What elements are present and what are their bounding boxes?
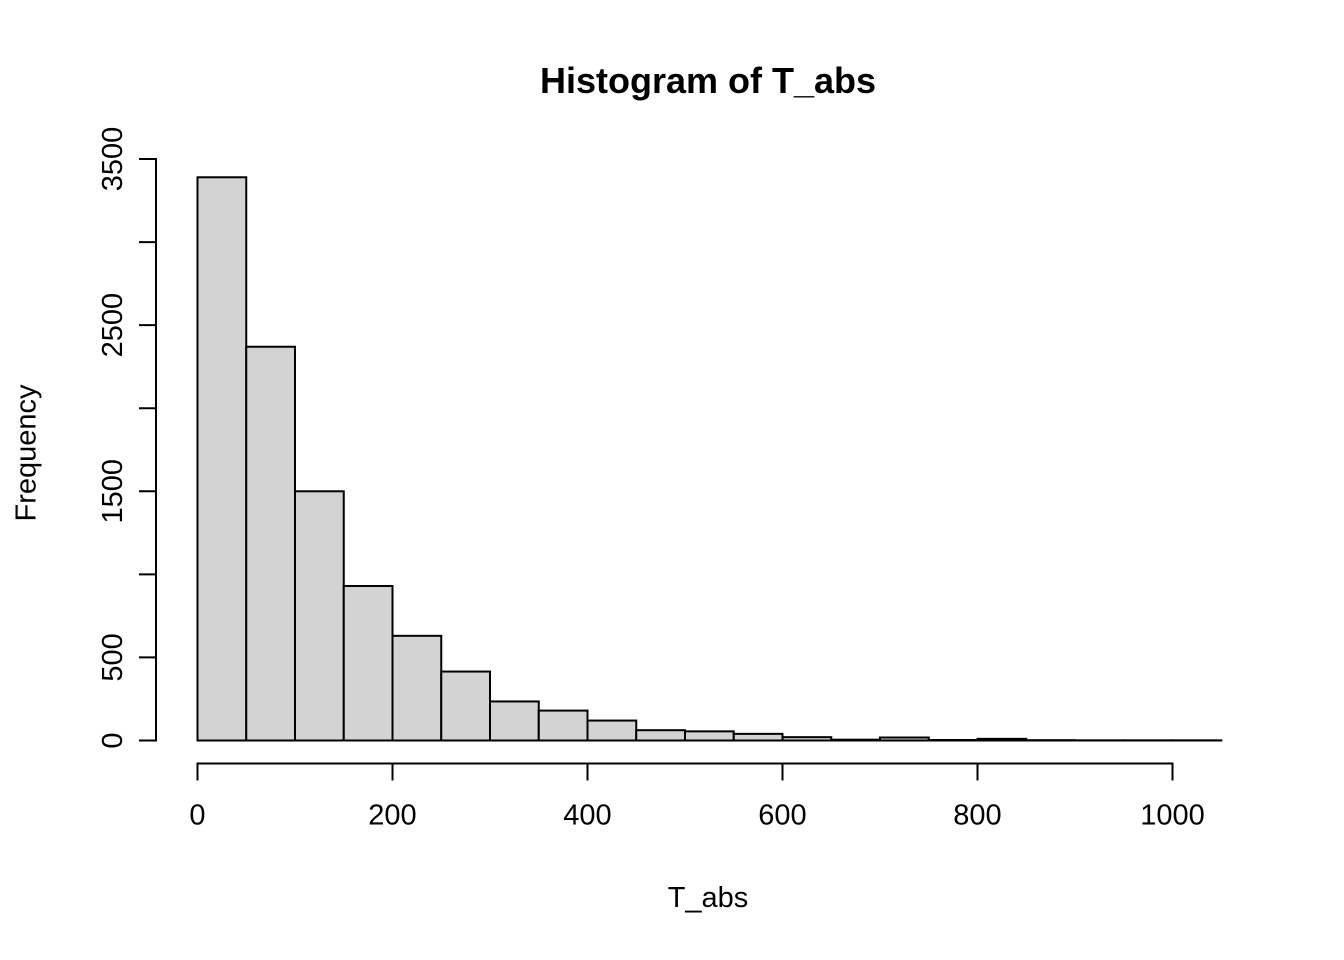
x-axis-title: T_abs: [667, 882, 749, 914]
histogram-bar: [245, 345, 296, 742]
histogram-bar: [342, 584, 394, 742]
x-tick-label: 0: [189, 800, 205, 832]
x-tick-label: 800: [953, 800, 1001, 832]
histogram-bar: [391, 634, 443, 742]
histogram-bar: [489, 700, 540, 742]
histogram-bar: [684, 730, 735, 742]
x-tick-label: 600: [758, 800, 806, 832]
y-tick-label: 3500: [97, 127, 129, 192]
histogram-bar: [440, 670, 491, 742]
histogram-bar: [635, 729, 686, 742]
chart-title: Histogram of T_abs: [539, 60, 877, 101]
y-tick-label: 0: [97, 732, 129, 748]
x-tick-label: 1000: [1140, 800, 1205, 832]
y-tick-label: 1500: [97, 459, 129, 524]
y-tick-label: 2500: [97, 293, 129, 358]
x-tick-label: 200: [368, 800, 416, 832]
y-tick-label: 500: [97, 633, 129, 681]
histogram-bar: [294, 490, 345, 742]
histogram-bar: [537, 709, 589, 742]
histogram-bar: [196, 176, 248, 742]
y-axis-title: Frequency: [10, 384, 43, 522]
x-tick-label: 400: [563, 800, 611, 832]
histogram-bar: [586, 719, 638, 742]
